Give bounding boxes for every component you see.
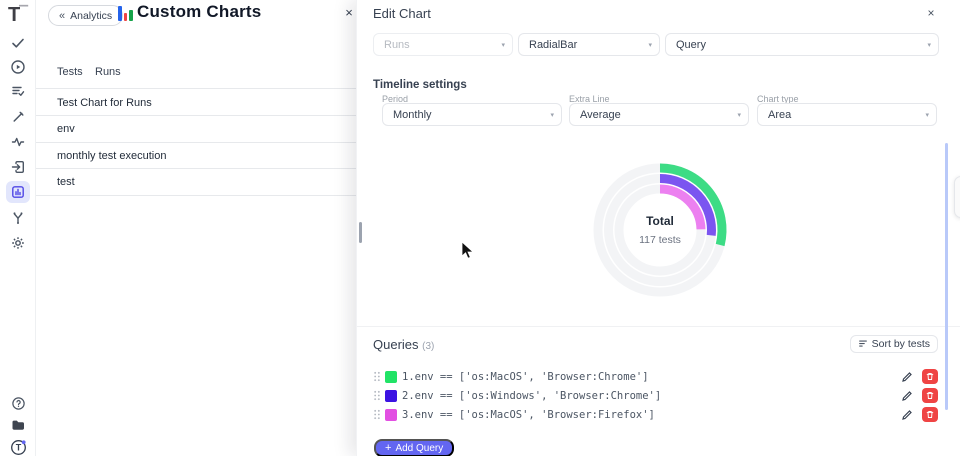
queries-heading-text: Queries <box>373 337 419 352</box>
timeline-settings-heading: Timeline settings <box>373 79 467 91</box>
play-circle-icon[interactable] <box>6 56 30 78</box>
projects-folder-icon[interactable] <box>6 414 30 436</box>
chevron-down-icon: ▾ <box>737 112 741 119</box>
list-check-icon[interactable] <box>6 80 30 102</box>
edge-drag-pill[interactable] <box>954 176 960 218</box>
edit-pencil-icon[interactable] <box>901 409 913 421</box>
sort-by-tests-button[interactable]: Sort by tests <box>849 335 938 353</box>
plus-icon: + <box>385 442 392 454</box>
chart-list-item[interactable]: Test Chart for Runs <box>36 89 356 116</box>
icon-sidebar: T‾ <box>0 0 36 456</box>
period-label: Period <box>382 94 409 104</box>
chevron-down-icon: ▾ <box>927 42 931 49</box>
chart-total-label: Total <box>646 214 674 228</box>
drag-handle-icon[interactable] <box>373 409 381 420</box>
chart-type-label: Chart type <box>757 94 799 104</box>
query-color-swatch <box>385 408 397 421</box>
tab-runs[interactable]: Runs <box>95 66 121 78</box>
delete-query-button[interactable] <box>922 388 938 403</box>
extra-line-select-value: Average <box>580 108 621 121</box>
queries-count: (3) <box>422 341 435 352</box>
chart-total-value: 117 tests <box>639 234 681 246</box>
chevron-left-icon: « <box>59 9 66 22</box>
checks-icon[interactable] <box>6 32 30 54</box>
query-expression: 1.env == ['os:MacOS', 'Browser:Chrome'] <box>402 370 649 383</box>
chevron-down-icon: ▾ <box>501 42 505 49</box>
chart-type-select-value: Area <box>768 108 792 121</box>
source-select[interactable]: Runs ▾ <box>373 33 513 56</box>
svg-text:T: T <box>15 442 21 452</box>
bar-chart-icon <box>118 6 133 21</box>
app-logo[interactable]: T‾ <box>8 4 27 26</box>
settings-gear-icon[interactable] <box>6 232 30 254</box>
chevron-down-icon: ▾ <box>550 112 554 119</box>
radial-bar-chart: Total 117 tests <box>585 155 735 305</box>
chart-list-item[interactable]: monthly test execution <box>36 142 356 169</box>
period-select[interactable]: Monthly ▾ <box>382 103 562 126</box>
drag-handle-icon[interactable] <box>373 371 381 382</box>
trash-icon <box>926 373 934 380</box>
edit-chart-drawer: Edit Chart × Runs ▾ RadialBar ▾ Query ▾ … <box>356 0 960 456</box>
edit-pencil-icon[interactable] <box>901 390 913 402</box>
source-select-value: Runs <box>384 38 410 51</box>
drawer-title: Edit Chart <box>373 6 431 21</box>
chart-kind-select-value: RadialBar <box>529 38 578 51</box>
panel-close-icon[interactable]: × <box>345 5 353 20</box>
back-to-analytics-button[interactable]: « Analytics <box>48 5 124 26</box>
back-button-label: Analytics <box>70 9 113 22</box>
add-query-button[interactable]: + Add Query <box>374 439 455 456</box>
query-row: 2.env == ['os:Windows', 'Browser:Chrome'… <box>373 386 938 405</box>
query-expression: 2.env == ['os:Windows', 'Browser:Chrome'… <box>402 389 662 402</box>
chart-list-item[interactable]: test <box>36 169 356 196</box>
query-color-swatch <box>385 389 397 402</box>
add-query-label: Add Query <box>395 442 444 454</box>
drawer-scrollbar[interactable] <box>945 143 948 410</box>
activity-icon[interactable] <box>6 131 30 153</box>
tab-tests[interactable]: Tests <box>57 66 83 78</box>
wrench-icon[interactable] <box>6 106 30 128</box>
delete-query-button[interactable] <box>922 407 938 422</box>
mode-select-value: Query <box>676 38 706 51</box>
extra-line-select[interactable]: Average ▾ <box>569 103 749 126</box>
trash-icon <box>926 411 934 418</box>
chart-kind-select[interactable]: RadialBar ▾ <box>518 33 660 56</box>
launch-box-icon[interactable] <box>6 156 30 178</box>
mode-select[interactable]: Query ▾ <box>665 33 939 56</box>
logo-letter: T <box>8 4 21 26</box>
chart-list-item[interactable]: env <box>36 116 356 143</box>
sort-icon <box>858 340 867 347</box>
extra-line-label: Extra Line <box>569 94 610 104</box>
period-select-value: Monthly <box>393 108 432 121</box>
chevron-down-icon: ▾ <box>925 112 929 119</box>
custom-charts-icon[interactable] <box>6 181 30 203</box>
queries-section: Queries (3) Sort by tests 1.env == ['os:… <box>357 326 960 456</box>
drag-handle-icon[interactable] <box>373 390 381 401</box>
drawer-resize-handle[interactable] <box>359 222 362 243</box>
query-color-swatch <box>385 370 397 383</box>
account-avatar[interactable]: T <box>6 436 30 456</box>
radial-bar-rings <box>593 163 727 297</box>
query-row: 1.env == ['os:MacOS', 'Browser:Chrome'] <box>373 367 938 386</box>
branch-icon[interactable] <box>6 207 30 229</box>
queries-heading: Queries (3) <box>373 337 434 352</box>
help-icon[interactable] <box>6 392 30 414</box>
query-row: 3.env == ['os:MacOS', 'Browser:Firefox'] <box>373 405 938 424</box>
trash-icon <box>926 392 934 399</box>
sort-button-label: Sort by tests <box>871 338 930 350</box>
drawer-close-icon[interactable]: × <box>927 6 935 20</box>
chevron-down-icon: ▾ <box>648 42 652 49</box>
chart-type-select[interactable]: Area ▾ <box>757 103 937 126</box>
edit-pencil-icon[interactable] <box>901 371 913 383</box>
query-expression: 3.env == ['os:MacOS', 'Browser:Firefox'] <box>402 408 655 421</box>
page-title: Custom Charts <box>137 2 262 21</box>
delete-query-button[interactable] <box>922 369 938 384</box>
